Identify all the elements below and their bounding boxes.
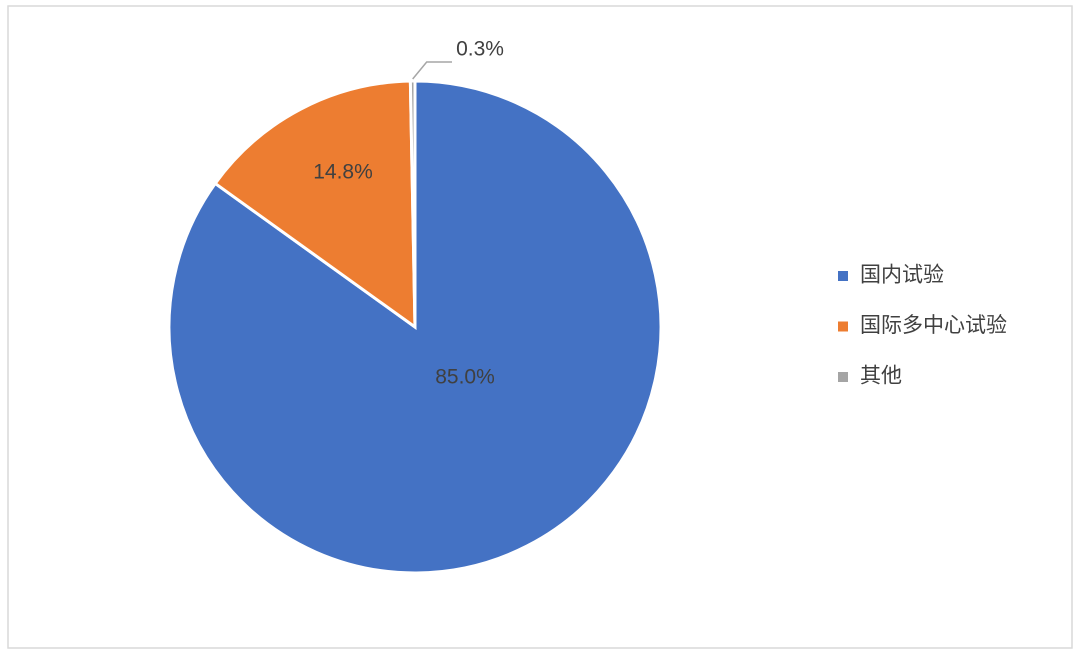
data-label: 14.8% — [313, 161, 373, 184]
legend-swatch — [838, 372, 848, 382]
legend-swatch — [838, 321, 848, 332]
data-label: 0.3% — [456, 38, 504, 61]
legend-label: 国内试验 — [860, 264, 944, 287]
pie-slice — [167, 79, 663, 575]
pie-slice — [408, 79, 417, 328]
data-label: 85.0% — [435, 366, 495, 389]
legend-swatch — [838, 271, 848, 281]
pie-slice — [213, 79, 417, 330]
leader-line — [412, 61, 452, 80]
legend-label: 其他 — [860, 365, 902, 388]
legend-label: 国际多中心试验 — [860, 314, 1007, 337]
